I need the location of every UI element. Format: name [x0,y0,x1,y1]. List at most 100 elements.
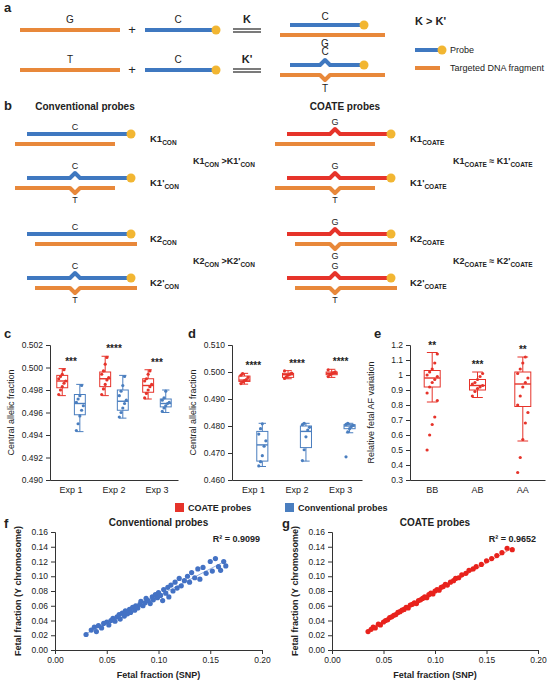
box [515,372,531,407]
x-axis-line [51,480,179,481]
tick: 0.510 [204,340,232,350]
data-point [77,422,80,425]
tick-label: 0.480 [204,421,226,431]
tick-mark [51,621,55,622]
tick-mark [51,635,55,636]
tick-mark [228,345,232,346]
base-letter: G [331,117,338,127]
tick: Exp 1 [242,480,265,495]
data-point [61,373,64,376]
x-axis-line [333,651,539,655]
tick: 0.02 [31,630,55,640]
base-letter: C [72,161,79,171]
data-point [478,375,481,378]
box-chart: 0.4600.4700.4800.4900.5000.510Exp 1Exp 2… [188,340,363,495]
data-point [261,422,264,425]
data-point [246,376,249,379]
tick-label: 0.14 [31,542,48,552]
target-strand [280,75,385,80]
tick-mark [487,650,488,654]
data-point [306,428,309,431]
tick-mark [51,562,55,563]
label-sub: CON [162,139,177,146]
tick-label: BB [426,485,438,495]
data-point [75,401,78,404]
tick: 0.5 [391,445,410,455]
box [143,379,154,393]
tick-mark [406,435,410,436]
tick-mark [406,390,410,391]
data-point [303,448,306,451]
label-sub: CON [164,183,179,190]
tick-mark [228,372,232,373]
tick-label: 0.12 [308,557,325,567]
tick: 0.02 [308,630,332,640]
data-point [519,394,522,397]
base-letter: T [72,295,78,305]
data-point [262,445,265,448]
tick: 0.05 [376,650,393,665]
data-point [352,424,355,427]
data-point [524,381,527,384]
target-strand [295,288,397,293]
data-point [223,563,228,568]
tick-mark [538,650,539,654]
data-point [344,455,347,458]
constant-label: K [243,13,251,25]
probe-label-dot [127,274,136,283]
data-point [436,375,439,378]
label-main: K1' [150,177,164,188]
tick: 0.00 [308,645,332,655]
tick-label: 0.460 [204,475,226,485]
tick: AA [517,480,529,495]
data-point [82,404,85,407]
data-point [524,355,527,358]
probe-label-dot [127,130,136,139]
label-sub: CON [164,283,179,290]
relation-part: >K2' [219,256,240,266]
legend: COATE probesConventional probes [175,503,388,513]
tick-label: 0.02 [31,630,48,640]
data-point [257,464,260,467]
tick-label: 0.06 [31,601,48,611]
label-main: K2 [410,233,422,244]
tick: 0.490 [22,475,50,485]
tick: 0.500 [22,363,50,373]
constant-label: K1'CON [150,177,179,190]
y-axis: 0.000.020.040.060.080.100.120.140.16 [308,527,332,655]
data-point [172,580,177,585]
legend-label: Targeted DNA fragment [450,63,545,73]
tick: 0.14 [31,542,55,552]
data-point [145,377,148,380]
y-axis-title: Central allelic fraction [6,369,16,455]
tick-mark [332,650,333,654]
scatter-chart: 0.000.020.040.060.080.100.120.140.160.00… [13,517,271,680]
data-point [431,381,434,384]
tick-label: 0.502 [22,340,44,350]
relation-part: COATE [510,261,533,268]
tick-mark [406,480,410,481]
tick-label: 0.16 [308,527,325,537]
whisker [522,407,523,442]
x-axis-line [233,480,363,481]
base-letter: T [332,295,338,305]
probe-strand [290,23,360,27]
data-point [119,390,122,393]
probe-label-dot [360,21,369,30]
tick-label: 0.500 [22,363,44,373]
data-point [121,384,124,387]
base-letter: C [174,54,181,65]
tick: AB [471,480,483,495]
trendline [368,548,512,631]
tick-mark [51,650,55,651]
data-point [259,460,262,463]
tick: 0.3 [391,475,410,485]
tick-label: 0.20 [254,655,271,665]
tick-label: Exp 1 [60,485,83,495]
data-point [100,393,103,396]
data-point [80,409,83,412]
base-letter: C [72,222,79,232]
tick-label: 0.10 [427,655,444,665]
target-strand [280,33,385,37]
data-point [187,580,192,585]
